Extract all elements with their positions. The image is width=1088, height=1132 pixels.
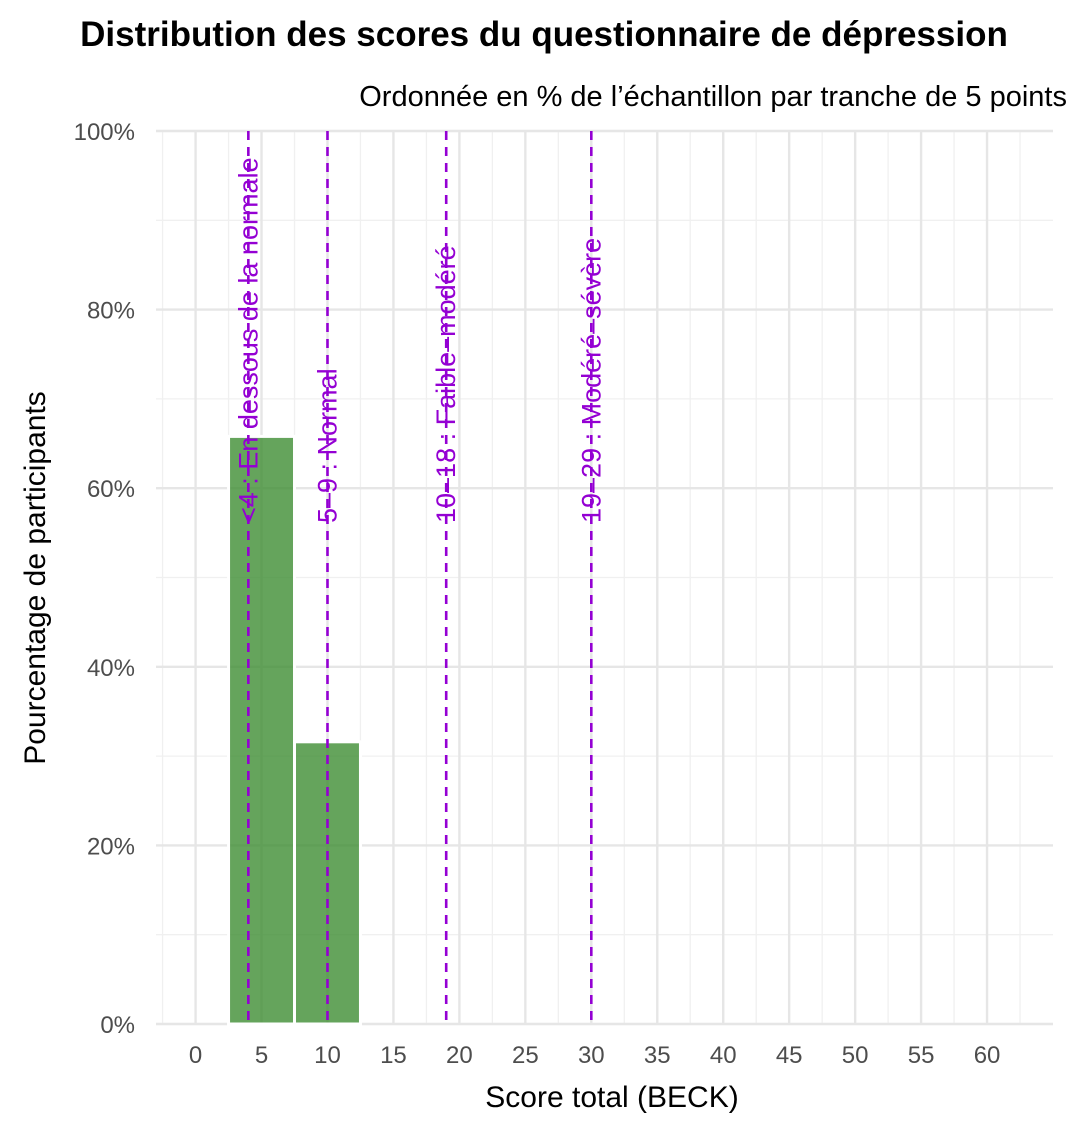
x-tick-label: 30 bbox=[578, 1042, 605, 1069]
y-tick-label: 40% bbox=[87, 655, 135, 682]
x-tick-label: 50 bbox=[842, 1042, 869, 1069]
y-axis-label: Pourcentage de participants bbox=[19, 391, 52, 765]
y-tick-label: 100% bbox=[74, 119, 135, 146]
bars bbox=[227, 434, 362, 1026]
reference-line-label: <4 : En dessous de la normale bbox=[233, 158, 263, 523]
tick-labels: 0 5 10 15 20 25 30 35 40 45 50 55 60 0% 20% 40% 60% 80% 10… bbox=[74, 119, 1001, 1069]
x-tick-label: 40 bbox=[710, 1042, 737, 1069]
x-tick-label: 5 bbox=[255, 1042, 268, 1069]
chart-title: Distribution des scores du questionnaire… bbox=[80, 15, 1008, 54]
x-tick-label: 0 bbox=[189, 1042, 202, 1069]
y-tick-label: 20% bbox=[87, 833, 135, 860]
reference-line-label: 5–9 : Normal bbox=[312, 368, 342, 523]
chart-subtitle: Ordonnée en % de l’échantillon par tranc… bbox=[359, 81, 1067, 113]
x-tick-label: 60 bbox=[974, 1042, 1001, 1069]
y-tick-label: 0% bbox=[100, 1012, 135, 1039]
histogram-bar bbox=[227, 434, 297, 1026]
x-tick-label: 25 bbox=[512, 1042, 539, 1069]
x-tick-label: 10 bbox=[314, 1042, 341, 1069]
x-tick-label: 15 bbox=[380, 1042, 407, 1069]
reference-lines: <4 : En dessous de la normale 5–9 : Norma… bbox=[233, 131, 606, 1024]
reference-line-label: 10–18 : Faible–modéré bbox=[431, 245, 461, 523]
y-tick-label: 80% bbox=[87, 298, 135, 325]
x-tick-label: 45 bbox=[776, 1042, 803, 1069]
x-tick-label: 35 bbox=[644, 1042, 671, 1069]
x-tick-label: 20 bbox=[446, 1042, 473, 1069]
reference-line-label: 19–29 : Modéré–sévère bbox=[576, 238, 606, 523]
grid bbox=[156, 129, 1053, 1026]
x-axis-label: Score total (BECK) bbox=[485, 1081, 738, 1114]
x-tick-label: 55 bbox=[908, 1042, 935, 1069]
y-tick-label: 60% bbox=[87, 476, 135, 503]
